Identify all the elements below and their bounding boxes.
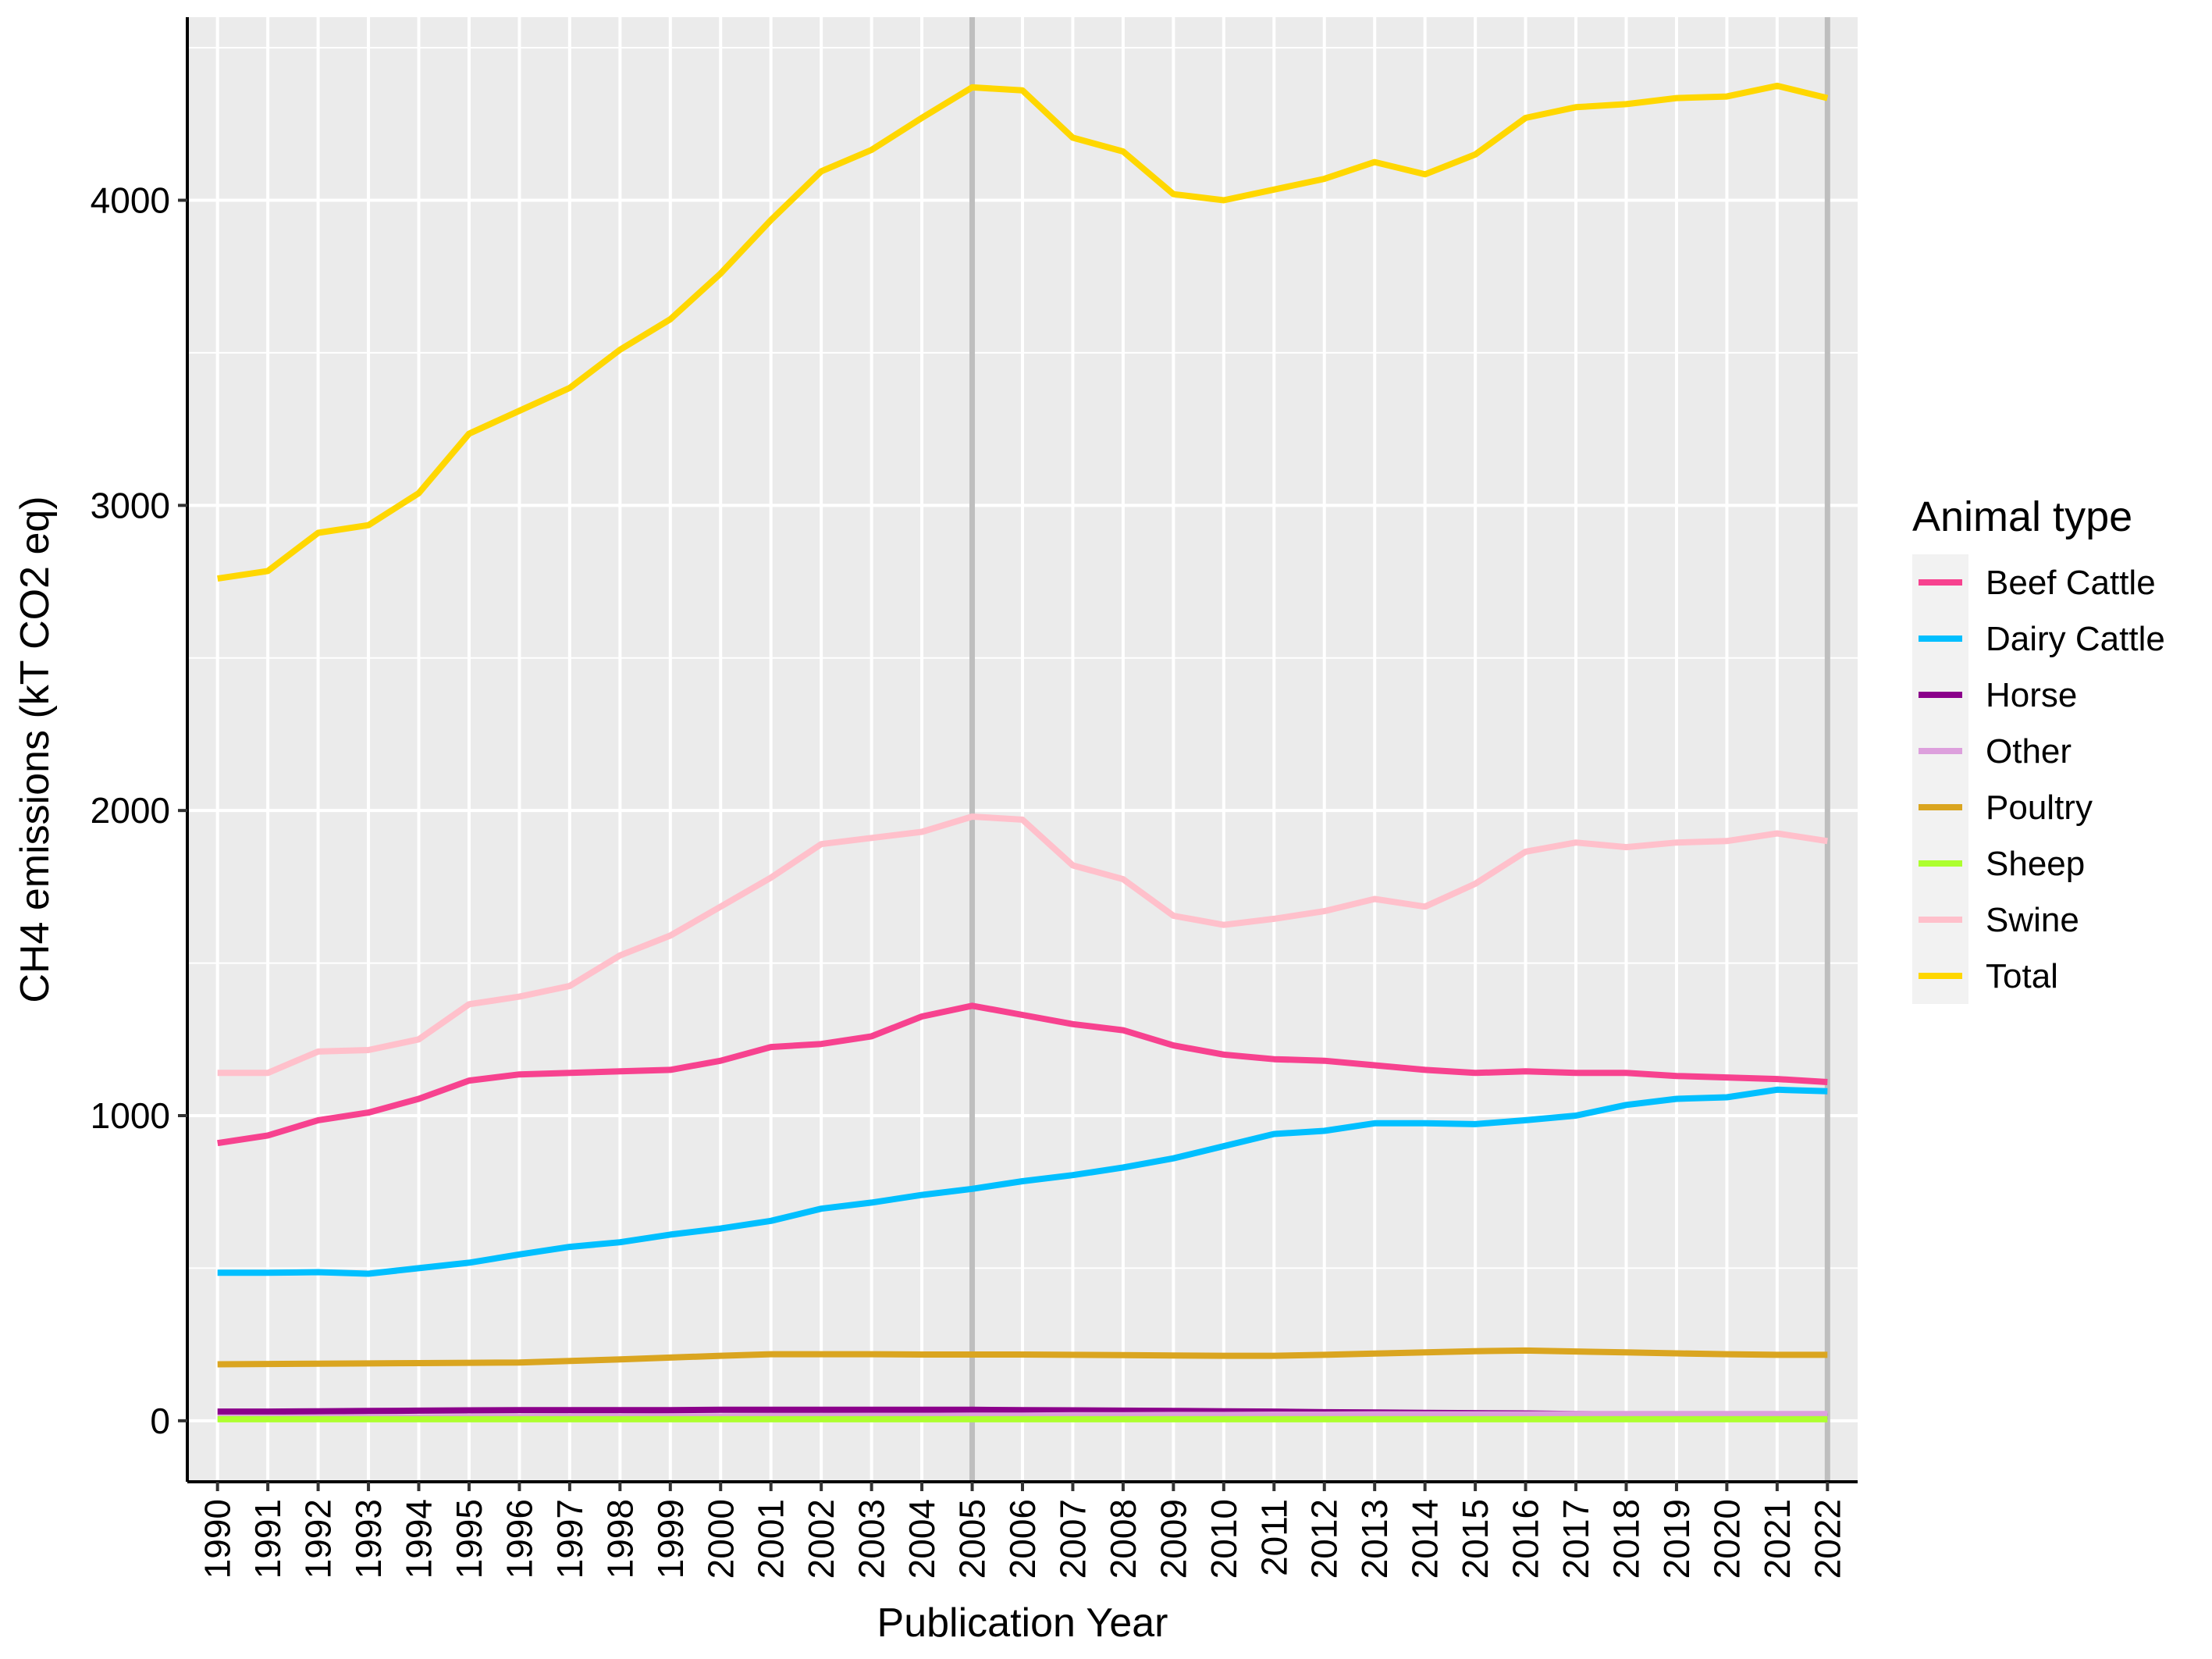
legend-label-other: Other	[1986, 732, 2072, 771]
x-tick-label: 2010	[1204, 1499, 1244, 1579]
y-tick-label: 4000	[91, 180, 170, 221]
x-tick-label: 2015	[1455, 1499, 1495, 1579]
y-axis-ticks: 0 1000 2000 3000 4000	[91, 180, 187, 1441]
legend-label-horse: Horse	[1986, 676, 2077, 714]
x-tick-label: 1997	[549, 1499, 590, 1579]
x-axis-ticks: 1990 1991 1992 1993 1994 1995 1996 1997 1998 1999…	[197, 1482, 1847, 1579]
legend: Animal type Beef Cattle Dairy Cattle Horse…	[1912, 493, 2165, 1004]
x-tick-label: 2016	[1506, 1499, 1546, 1579]
legend-label-poultry: Poultry	[1986, 789, 2093, 827]
series-line-beef-cattle	[217, 1002, 1828, 1147]
x-tick-label: 1993	[348, 1499, 389, 1579]
legend-label-swine: Swine	[1986, 901, 2079, 939]
x-tick-label: 1998	[599, 1499, 640, 1579]
y-tick-label: 1000	[91, 1095, 170, 1136]
y-tick-label: 0	[150, 1401, 170, 1441]
series-line-swine	[217, 813, 1828, 1077]
y-tick-label: 2000	[91, 790, 170, 831]
x-tick-label: 2018	[1606, 1499, 1646, 1579]
plot-panel	[187, 17, 1858, 1482]
x-tick-label: 2005	[952, 1499, 993, 1579]
x-tick-label: 1995	[449, 1499, 489, 1579]
x-tick-label: 2000	[700, 1499, 741, 1579]
series-line-dairy-cattle	[217, 1086, 1828, 1277]
x-tick-label: 2012	[1304, 1499, 1345, 1579]
x-tick-label: 2004	[902, 1499, 942, 1579]
x-tick-label: 2001	[751, 1499, 791, 1579]
x-tick-label: 2017	[1556, 1499, 1596, 1579]
legend-key-background	[1912, 554, 1968, 1004]
x-tick-label: 2022	[1807, 1499, 1847, 1579]
reference-lines	[969, 17, 1830, 1482]
series-line-poultry	[217, 1347, 1828, 1368]
x-tick-label: 1996	[499, 1499, 539, 1579]
x-tick-label: 1999	[650, 1499, 691, 1579]
x-tick-label: 2006	[1002, 1499, 1043, 1579]
x-tick-label: 2009	[1153, 1499, 1193, 1579]
x-tick-label: 2020	[1706, 1499, 1747, 1579]
y-axis-title: CH4 emissions (kT CO2 eq)	[12, 496, 58, 1002]
series-lines	[217, 82, 1829, 1422]
legend-label-dairy-cattle: Dairy Cattle	[1986, 620, 2165, 658]
x-tick-label: 1992	[298, 1499, 339, 1579]
y-tick-label: 3000	[91, 485, 170, 525]
x-tick-label: 1990	[197, 1499, 238, 1579]
x-tick-label: 2021	[1757, 1499, 1798, 1579]
legend-title: Animal type	[1912, 493, 2132, 540]
legend-items: Beef Cattle Dairy Cattle Horse Other Poultry…	[1919, 564, 2165, 995]
x-tick-label: 2019	[1656, 1499, 1697, 1579]
x-tick-label: 1991	[247, 1499, 288, 1579]
series-line-total	[217, 82, 1829, 582]
x-axis-title: Publication Year	[877, 1600, 1168, 1646]
x-tick-label: 2007	[1052, 1499, 1093, 1579]
x-tick-label: 2014	[1405, 1499, 1446, 1579]
legend-label-total: Total	[1986, 957, 2058, 995]
x-tick-label: 2008	[1103, 1499, 1143, 1579]
x-tick-label: 2003	[852, 1499, 892, 1579]
x-tick-label: 2013	[1354, 1499, 1395, 1579]
x-tick-label: 2002	[801, 1499, 841, 1579]
legend-label-sheep: Sheep	[1986, 845, 2085, 883]
legend-label-beef-cattle: Beef Cattle	[1986, 564, 2156, 602]
x-tick-label: 1994	[399, 1499, 439, 1579]
x-tick-label: 2011	[1254, 1499, 1294, 1576]
